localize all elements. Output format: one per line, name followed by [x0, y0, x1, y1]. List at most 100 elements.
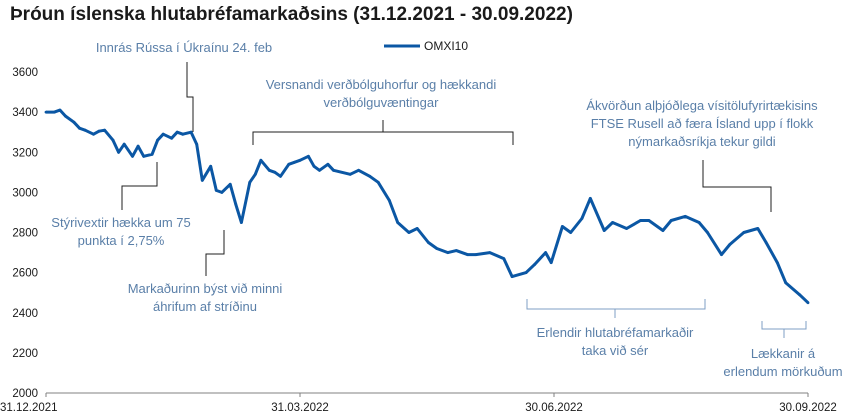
data-point	[357, 168, 360, 172]
data-point	[78, 126, 81, 130]
data-point	[175, 130, 179, 134]
data-point	[326, 162, 330, 166]
y-tick-label: 2800	[12, 228, 38, 240]
annotation-ftse-line3: nýmarkaðsríkja tekur gildi	[628, 134, 775, 149]
y-tick-label: 3000	[12, 187, 38, 199]
data-point	[549, 261, 553, 264]
data-point	[240, 221, 243, 224]
data-point	[625, 227, 628, 230]
annotation-ftse-line2: FTSE Rusell að færa Ísland upp í flokk	[591, 116, 814, 131]
data-point	[161, 132, 165, 136]
data-point	[580, 217, 584, 220]
leader-invasion	[186, 62, 194, 132]
data-point	[798, 293, 801, 297]
data-point	[150, 152, 154, 156]
annotation-rates-line1: Stýrivextir hækka um 75	[51, 215, 190, 230]
data-point	[427, 241, 430, 244]
leader-ftse	[702, 160, 772, 212]
data-point	[661, 229, 665, 232]
data-point	[131, 154, 134, 158]
data-point	[387, 199, 391, 202]
data-point	[287, 162, 291, 166]
annotation-foreign-down-line2: erlendum mörkuðum	[723, 364, 842, 379]
data-point	[122, 142, 126, 146]
data-point	[435, 247, 439, 250]
data-point	[97, 129, 101, 133]
data-point	[181, 132, 185, 136]
brace-foreign-up	[526, 299, 706, 318]
y-axis: 2000 2200 2400 2600 2800 3000 3200 3400 3600	[12, 67, 38, 400]
data-point	[775, 261, 779, 264]
data-point	[72, 120, 76, 124]
annotation-leaders	[121, 62, 807, 338]
data-point	[510, 275, 514, 278]
annotation-inflation-line2: verðbólguvæntingar	[324, 95, 440, 110]
y-tick-label: 2600	[12, 268, 38, 280]
data-point	[376, 180, 380, 184]
data-point	[200, 178, 204, 182]
data-point	[348, 172, 352, 176]
data-point	[307, 154, 310, 158]
data-point	[234, 203, 238, 206]
data-point	[544, 251, 547, 255]
y-tick-label: 3200	[12, 147, 38, 159]
data-point	[156, 138, 160, 142]
leader-market	[205, 230, 225, 276]
y-tick-label: 2200	[12, 348, 38, 360]
data-point	[602, 229, 606, 232]
data-point	[142, 154, 146, 158]
annotation-foreign-up-line1: Erlendir hlutabréfamarkaðir	[537, 325, 694, 340]
annotations: Innrás Rússa í Úkraínu 24. feb Versnandi…	[51, 40, 842, 379]
annotation-foreign-down-line1: Lækkanir á	[751, 346, 816, 361]
data-point	[279, 174, 282, 178]
data-point	[248, 180, 252, 184]
x-tick-label: 31.12.2021	[0, 402, 58, 414]
data-point	[117, 150, 120, 154]
y-tick-label: 3600	[12, 67, 38, 79]
data-point	[454, 249, 458, 253]
data-point	[415, 227, 419, 230]
data-point	[53, 110, 56, 114]
data-point	[103, 128, 106, 132]
data-point	[253, 172, 257, 176]
data-point	[488, 251, 492, 255]
data-point	[368, 174, 372, 178]
annotation-inflation-line1: Versnandi verðbólguhorfur og hækkandi	[266, 77, 497, 92]
legend: OMXI10	[384, 39, 468, 53]
x-tick-label: 30.06.2022	[525, 402, 583, 414]
data-point	[189, 130, 193, 134]
data-points	[44, 108, 810, 305]
data-point	[92, 132, 95, 136]
data-point	[569, 231, 573, 234]
data-point	[706, 231, 709, 234]
data-point	[209, 164, 213, 168]
data-point	[58, 108, 62, 112]
y-tick-label: 2400	[12, 308, 38, 320]
annotation-market-line2: áhrifum af stríðinu	[153, 299, 257, 314]
data-point	[683, 215, 687, 218]
data-point	[44, 110, 48, 114]
annotation-ftse-line1: Ákvörðun alþjóðlega vísitölufyrirtækisin…	[586, 98, 818, 113]
data-point	[170, 136, 174, 140]
data-point	[312, 164, 316, 168]
y-tick-label: 3400	[12, 107, 38, 119]
x-axis: 31.12.2021 31.03.2022 30.06.2022 30.09.2022	[0, 393, 837, 414]
data-point	[220, 191, 224, 194]
data-point	[466, 253, 469, 256]
data-point	[111, 138, 115, 142]
data-point	[332, 168, 335, 172]
data-point	[561, 225, 564, 228]
data-point	[806, 301, 810, 305]
brace-foreign-down	[761, 321, 807, 338]
x-tick-label: 30.09.2022	[779, 402, 837, 414]
legend-label: OMXI10	[424, 39, 468, 53]
data-point	[524, 271, 528, 274]
chart-title: Þróun íslenska hlutabréfamarkaðsins (31.…	[10, 4, 573, 25]
data-point	[136, 144, 140, 148]
leader-rates	[121, 162, 158, 210]
annotation-foreign-up-line2: taka við sér	[582, 343, 649, 358]
data-point	[298, 158, 302, 162]
data-point	[474, 253, 478, 256]
data-point	[669, 219, 673, 222]
